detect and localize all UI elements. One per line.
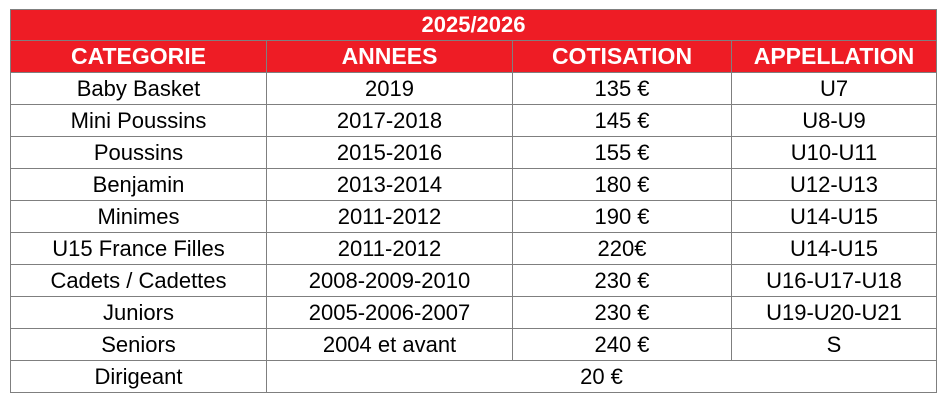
category-cell: Benjamin xyxy=(10,168,267,201)
years-cell: 2011-2012 xyxy=(266,232,513,265)
fee-cell: 190 € xyxy=(512,200,732,233)
header-row: CATEGORIE ANNEES COTISATION APPELLATION xyxy=(10,40,937,73)
designation-cell: U12-U13 xyxy=(731,168,937,201)
table-row: Seniors 2004 et avant 240 € S xyxy=(10,328,937,361)
designation-cell: U16-U17-U18 xyxy=(731,264,937,297)
table-row: Juniors 2005-2006-2007 230 € U19-U20-U21 xyxy=(10,296,937,329)
years-cell: 2019 xyxy=(266,72,513,105)
designation-cell: U19-U20-U21 xyxy=(731,296,937,329)
fee-cell: 180 € xyxy=(512,168,732,201)
column-header-cotisation: COTISATION xyxy=(512,40,732,73)
table-row-dirigeant: Dirigeant 20 € xyxy=(10,360,937,393)
category-cell: Mini Poussins xyxy=(10,104,267,137)
table-row: Poussins 2015-2016 155 € U10-U11 xyxy=(10,136,937,169)
category-cell: Poussins xyxy=(10,136,267,169)
fee-cell: 220€ xyxy=(512,232,732,265)
dirigeant-fee-cell: 20 € xyxy=(266,360,937,393)
category-cell: Cadets / Cadettes xyxy=(10,264,267,297)
column-header-categorie: CATEGORIE xyxy=(10,40,267,73)
years-cell: 2011-2012 xyxy=(266,200,513,233)
category-cell: Juniors xyxy=(10,296,267,329)
table-row: U15 France Filles 2011-2012 220€ U14-U15 xyxy=(10,232,937,265)
category-cell: Minimes xyxy=(10,200,267,233)
category-cell: Seniors xyxy=(10,328,267,361)
years-cell: 2008-2009-2010 xyxy=(266,264,513,297)
table-row: Benjamin 2013-2014 180 € U12-U13 xyxy=(10,168,937,201)
category-cell: U15 France Filles xyxy=(10,232,267,265)
season-title: 2025/2026 xyxy=(10,9,937,41)
fee-cell: 155 € xyxy=(512,136,732,169)
fee-cell: 240 € xyxy=(512,328,732,361)
category-cell: Baby Basket xyxy=(10,72,267,105)
column-header-appellation: APPELLATION xyxy=(731,40,937,73)
years-cell: 2017-2018 xyxy=(266,104,513,137)
table-row: Minimes 2011-2012 190 € U14-U15 xyxy=(10,200,937,233)
designation-cell: U14-U15 xyxy=(731,232,937,265)
fee-cell: 230 € xyxy=(512,296,732,329)
category-cell: Dirigeant xyxy=(10,360,267,393)
column-header-annees: ANNEES xyxy=(266,40,513,73)
fees-table: 2025/2026 CATEGORIE ANNEES COTISATION AP… xyxy=(10,9,937,393)
designation-cell: U7 xyxy=(731,72,937,105)
designation-cell: S xyxy=(731,328,937,361)
years-cell: 2005-2006-2007 xyxy=(266,296,513,329)
table-row: Cadets / Cadettes 2008-2009-2010 230 € U… xyxy=(10,264,937,297)
designation-cell: U10-U11 xyxy=(731,136,937,169)
years-cell: 2015-2016 xyxy=(266,136,513,169)
table-row: Mini Poussins 2017-2018 145 € U8-U9 xyxy=(10,104,937,137)
fee-cell: 230 € xyxy=(512,264,732,297)
fee-cell: 145 € xyxy=(512,104,732,137)
table-row: Baby Basket 2019 135 € U7 xyxy=(10,72,937,105)
designation-cell: U8-U9 xyxy=(731,104,937,137)
years-cell: 2004 et avant xyxy=(266,328,513,361)
years-cell: 2013-2014 xyxy=(266,168,513,201)
title-row: 2025/2026 xyxy=(10,9,937,41)
fee-cell: 135 € xyxy=(512,72,732,105)
designation-cell: U14-U15 xyxy=(731,200,937,233)
